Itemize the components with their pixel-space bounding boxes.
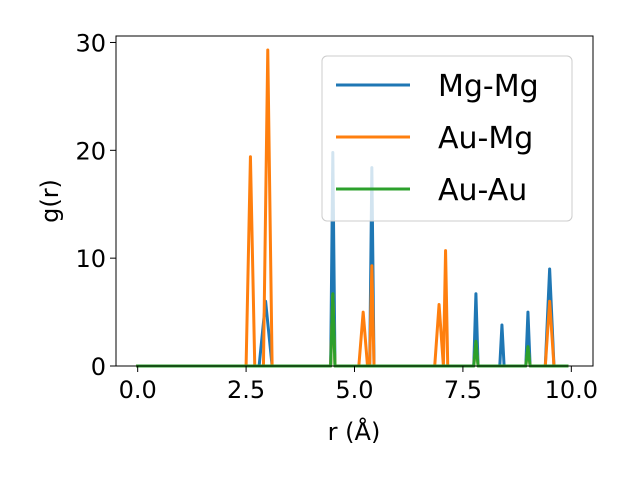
y-tick-label: 20 [75,137,106,165]
x-axis-label: r (Å) [328,417,381,446]
y-tick-label: 10 [75,245,106,273]
x-tick-label: 10.0 [545,376,598,404]
legend-label-au-mg: Au-Mg [438,121,533,156]
y-axis-label: g(r) [36,179,64,223]
legend: Mg-Mg Au-Mg Au-Au [321,55,573,222]
x-tick-label: 0.0 [119,376,157,404]
ticks-layer: 0.0 2.5 5.0 7.5 10.0 0 10 20 30 [75,29,598,404]
y-tick-label: 0 [91,353,106,381]
legend-box [321,55,573,222]
legend-label-au-au: Au-Au [438,173,527,208]
x-tick-label: 5.0 [335,376,373,404]
legend-label-mg-mg: Mg-Mg [438,69,539,104]
series-line-au-au [136,292,569,368]
x-tick-label: 7.5 [444,376,482,404]
x-tick-label: 2.5 [227,376,265,404]
y-tick-label: 30 [75,29,106,57]
